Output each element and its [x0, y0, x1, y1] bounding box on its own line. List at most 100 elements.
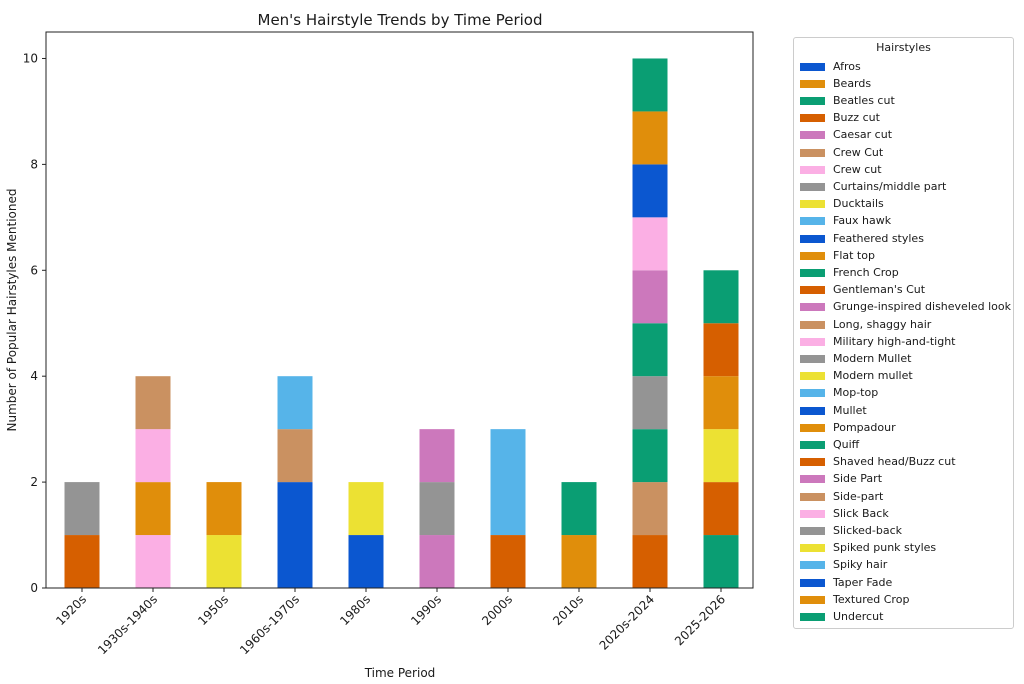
legend-swatch	[800, 389, 825, 398]
bar-segment	[561, 482, 597, 536]
legend-entry: Crew cut	[800, 161, 882, 178]
legend-swatch	[800, 578, 825, 587]
legend-swatch	[800, 320, 825, 329]
bar-segment	[64, 482, 100, 536]
legend-entry: Beards	[800, 75, 871, 92]
legend-swatch	[800, 268, 825, 277]
x-axis: 1920s 1930s-1940s 1950s 1960s-1970s 1980s 199…	[53, 588, 728, 657]
legend-swatch	[800, 62, 825, 71]
bar-segment	[632, 535, 668, 588]
legend-entry: Textured Crop	[800, 591, 909, 608]
legend-entry: Slick Back	[800, 505, 889, 522]
legend-label: Modern mullet	[833, 369, 913, 383]
legend-label: Grunge-inspired disheveled look	[833, 300, 1012, 314]
legend-swatch	[800, 234, 825, 243]
plot-frame	[45, 31, 754, 589]
y-tick-label: 2	[30, 475, 38, 489]
bar-segment	[561, 535, 597, 588]
legend-swatch	[800, 406, 825, 415]
legend-label: Flat top	[833, 248, 875, 262]
x-tick-label: 1920s	[53, 592, 89, 628]
legend-entry: Side Part	[800, 471, 882, 488]
legend-swatch	[800, 423, 825, 432]
bar-segment	[703, 482, 739, 536]
x-tick-label: 1950s	[195, 592, 231, 628]
legend-swatch	[800, 612, 825, 621]
legend-swatch	[800, 509, 825, 518]
x-axis-label: Time Period	[364, 666, 436, 680]
legend-label: Textured Crop	[833, 592, 910, 606]
y-tick-label: 4	[30, 369, 38, 383]
legend-entry: Buzz cut	[800, 110, 880, 127]
bar-segment	[632, 111, 668, 165]
bar-segment	[490, 429, 526, 536]
bar-segment	[632, 376, 668, 430]
bar-segment	[135, 535, 171, 588]
bar-segment	[632, 270, 668, 324]
legend-swatch	[800, 251, 825, 260]
legend-swatch	[800, 114, 825, 123]
legend-label: Feathered styles	[833, 231, 924, 245]
bar-segment	[490, 535, 526, 588]
legend-entry: Quiff	[800, 436, 859, 453]
legend-swatch	[800, 440, 825, 449]
y-axis-label: Number of Popular Hairstyles Mentioned	[5, 188, 19, 431]
bar-segment	[632, 482, 668, 536]
legend-entry: Mullet	[800, 402, 867, 419]
legend-label: Side-part	[833, 489, 884, 503]
legend-label: Military high-and-tight	[833, 334, 956, 348]
bar-segment	[632, 164, 668, 218]
legend-label: French Crop	[833, 265, 899, 279]
legend-label: Crew cut	[833, 162, 882, 176]
legend-label: Beards	[833, 76, 872, 90]
bar-segment	[419, 535, 455, 588]
y-tick-label: 6	[30, 263, 38, 277]
bar-segment	[703, 429, 739, 483]
bar-segment	[348, 482, 384, 536]
bar-segment	[632, 58, 668, 112]
bar-segment	[703, 376, 739, 430]
legend-swatch	[800, 79, 825, 88]
legend-entry: Faux hawk	[800, 213, 891, 230]
bar-segment	[348, 535, 384, 588]
bar-segment	[277, 482, 313, 588]
x-tick-label: 1980s	[337, 592, 373, 628]
legend-swatch	[800, 286, 825, 295]
legend-label: Slicked-back	[833, 523, 902, 537]
legend: Hairstyles Afros Beards Beatles cut Buzz cu…	[793, 37, 1014, 629]
bar-segment	[703, 535, 739, 588]
x-tick-label: 2010s	[550, 592, 586, 628]
bar-segment	[277, 429, 313, 483]
legend-swatch	[800, 526, 825, 535]
legend-swatch	[800, 458, 825, 467]
legend-entry: Pompadour	[800, 419, 896, 436]
bar-segment	[419, 482, 455, 536]
legend-entry: Taper Fade	[800, 574, 892, 591]
legend-label: Buzz cut	[833, 111, 880, 125]
bar-segment	[206, 535, 242, 588]
legend-label: Undercut	[833, 609, 884, 623]
legend-swatch	[800, 544, 825, 553]
bar-segment	[703, 323, 739, 377]
legend-label: Spiked punk styles	[833, 541, 937, 555]
legend-entry: Grunge-inspired disheveled look	[800, 299, 1011, 316]
y-tick-label: 10	[23, 51, 38, 65]
legend-entry: Afros	[800, 58, 861, 75]
legend-entry: Feathered styles	[800, 230, 924, 247]
legend-label: Afros	[833, 59, 861, 73]
x-tick-label: 2020s-2024	[597, 592, 658, 653]
legend-entry: Shaved head/Buzz cut	[800, 454, 956, 471]
legend-swatch	[800, 337, 825, 346]
legend-swatch	[800, 475, 825, 484]
bar-segment	[135, 429, 171, 483]
bar-segment	[632, 217, 668, 271]
legend-label: Mullet	[833, 403, 867, 417]
y-tick-label: 0	[30, 581, 38, 595]
y-axis: 0 2 4 6 8 10	[23, 51, 46, 595]
legend-label: Mop-top	[833, 386, 879, 400]
bar-segment	[206, 482, 242, 536]
bar-segment	[703, 270, 739, 324]
legend-label: Gentleman's Cut	[833, 283, 926, 297]
legend-label: Pompadour	[833, 420, 896, 434]
legend-label: Shaved head/Buzz cut	[833, 455, 956, 469]
